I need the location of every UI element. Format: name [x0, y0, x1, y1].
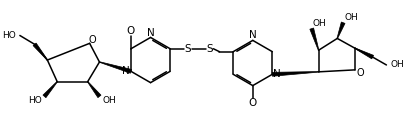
Text: O: O: [89, 35, 96, 45]
Text: O: O: [127, 26, 135, 36]
Polygon shape: [310, 28, 319, 50]
Polygon shape: [33, 43, 48, 60]
Text: S: S: [185, 44, 191, 54]
Polygon shape: [355, 48, 373, 59]
Text: HO: HO: [2, 31, 16, 40]
Text: O: O: [249, 98, 257, 108]
Text: OH: OH: [390, 60, 404, 70]
Polygon shape: [87, 82, 101, 98]
Polygon shape: [99, 62, 132, 73]
Text: OH: OH: [102, 96, 116, 105]
Polygon shape: [272, 72, 319, 76]
Text: OH: OH: [313, 19, 326, 28]
Text: N: N: [147, 28, 154, 38]
Text: HO: HO: [28, 96, 41, 105]
Text: O: O: [356, 68, 364, 78]
Text: S: S: [206, 44, 213, 54]
Text: N: N: [122, 66, 130, 76]
Polygon shape: [337, 22, 345, 38]
Text: N: N: [249, 30, 257, 40]
Text: N: N: [273, 69, 281, 79]
Polygon shape: [43, 82, 58, 98]
Text: OH: OH: [344, 13, 358, 22]
